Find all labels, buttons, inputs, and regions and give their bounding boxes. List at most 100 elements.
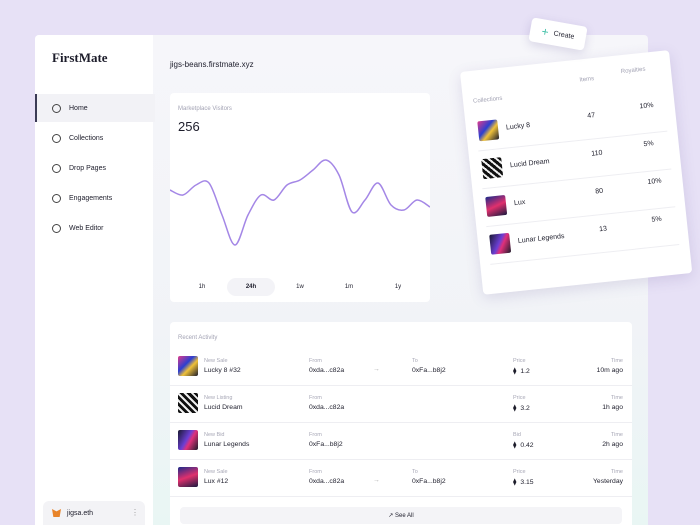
time-label: Time bbox=[610, 395, 623, 401]
user-name: jigsa.eth bbox=[67, 509, 94, 517]
price-value: 3.15 bbox=[520, 479, 534, 486]
activity-thumb bbox=[178, 356, 198, 376]
price-value: 3.2 bbox=[520, 405, 530, 412]
arrow-icon: → bbox=[373, 366, 380, 373]
from: 0xda...c82a bbox=[309, 404, 345, 411]
eth-icon: ⧫ bbox=[513, 405, 517, 412]
item-label: New Sale bbox=[204, 469, 228, 475]
time-label: Time bbox=[610, 469, 623, 475]
price-label: Price bbox=[513, 358, 526, 364]
nav-item[interactable]: Home bbox=[35, 94, 155, 122]
activity-row[interactable]: New Sale Lucky 8 #32 From 0xda...c82a → To 0xF… bbox=[170, 348, 632, 386]
nav-icon bbox=[52, 103, 61, 113]
time: 10m ago bbox=[596, 367, 623, 374]
nav-label: Web Editor bbox=[69, 224, 104, 232]
nav-icon bbox=[52, 193, 61, 203]
see-all-button[interactable]: ↗ See All bbox=[180, 507, 622, 524]
see-all-label: See All bbox=[395, 512, 414, 519]
time: Yesterday bbox=[593, 478, 623, 485]
time: 2h ago bbox=[602, 441, 623, 448]
collection-thumb bbox=[481, 157, 504, 180]
from: 0xda...c82a bbox=[309, 478, 345, 485]
collection-thumb bbox=[489, 232, 512, 255]
collections-card: Collections Items Royalties Lucky 8 47 10%… bbox=[460, 50, 693, 295]
from: 0xFa...b8j2 bbox=[309, 441, 343, 448]
range-tab[interactable]: 1m bbox=[344, 284, 354, 290]
nav-item[interactable]: Web Editor bbox=[35, 214, 153, 242]
price: ⧫ 3.2 bbox=[513, 404, 530, 412]
price: ⧫ 1.2 bbox=[513, 367, 530, 375]
user-account[interactable]: jigsa.eth ⋮ bbox=[43, 501, 145, 525]
collection-thumb bbox=[485, 194, 508, 217]
eth-icon: ⧫ bbox=[513, 479, 517, 486]
visitors-line bbox=[170, 159, 430, 246]
price-label: Bid bbox=[513, 432, 521, 438]
collection-royalties: 10% bbox=[647, 177, 662, 186]
from-label: From bbox=[309, 432, 322, 438]
collection-royalties: 5% bbox=[651, 215, 662, 224]
to: 0xFa...b8j2 bbox=[412, 367, 446, 374]
collection-items: 47 bbox=[586, 112, 596, 120]
range-tab[interactable]: 24h bbox=[227, 278, 275, 296]
item: Lunar Legends bbox=[204, 441, 250, 448]
from-label: From bbox=[309, 395, 322, 401]
collection-name: Lucid Dream bbox=[509, 158, 550, 170]
collection-items: 80 bbox=[594, 187, 604, 196]
item-label: New Sale bbox=[204, 358, 228, 364]
brand: FirstMate bbox=[52, 50, 108, 65]
site-url: jigs-beans.firstmate.xyz bbox=[170, 60, 254, 69]
visitors-card: Marketplace Visitors 256 1h 24h 1w 1m 1y bbox=[170, 93, 430, 302]
time: 1h ago bbox=[602, 404, 623, 411]
menu-dots[interactable]: ⋮ bbox=[131, 508, 139, 517]
collection-thumb bbox=[477, 119, 500, 142]
collection-royalties: 10% bbox=[639, 101, 654, 111]
price-value: 0.42 bbox=[520, 442, 534, 449]
eth-icon: ⧫ bbox=[513, 442, 517, 449]
visitors-chart bbox=[170, 159, 430, 246]
visitors-title: Marketplace Visitors bbox=[178, 106, 232, 112]
range-tab[interactable]: 1w bbox=[296, 284, 304, 290]
arrow-icon: → bbox=[373, 477, 380, 484]
activity-thumb bbox=[178, 467, 198, 487]
activity-row[interactable]: New Bid Lunar Legends From 0xFa...b8j2 Bid ⧫ 0… bbox=[170, 422, 632, 460]
col-header: Royalties bbox=[620, 66, 646, 76]
col-header: Items bbox=[579, 76, 595, 84]
item-label: New Listing bbox=[204, 395, 233, 401]
activity-thumb bbox=[178, 430, 198, 450]
col-header: Collections bbox=[472, 95, 503, 105]
time-label: Time bbox=[610, 358, 623, 364]
activity-row[interactable]: New Sale Lux #12 From 0xda...c82a → To 0xFa...… bbox=[170, 459, 632, 497]
collection-items: 13 bbox=[598, 225, 608, 234]
nav-label: Engagements bbox=[69, 194, 113, 202]
collection-name: Lunar Legends bbox=[517, 232, 565, 245]
collection-name: Lux bbox=[513, 198, 526, 208]
nav-label: Home bbox=[69, 104, 88, 112]
time-label: Time bbox=[610, 432, 623, 438]
to: 0xFa...b8j2 bbox=[412, 478, 446, 485]
from-label: From bbox=[309, 358, 322, 364]
nav-item[interactable]: Drop Pages bbox=[35, 154, 153, 182]
from: 0xda...c82a bbox=[309, 367, 345, 374]
range-tab[interactable]: 1h bbox=[198, 284, 206, 290]
wallet-icon bbox=[52, 509, 61, 517]
to-label: To bbox=[412, 469, 418, 475]
price: ⧫ 0.42 bbox=[513, 441, 534, 449]
visitors-total: 256 bbox=[178, 119, 200, 134]
plus-icon: + bbox=[540, 24, 550, 40]
item: Lucid Dream bbox=[204, 404, 243, 411]
activity-row[interactable]: New Listing Lucid Dream From 0xda...c82a Pri… bbox=[170, 385, 632, 423]
nav-item[interactable]: Collections bbox=[35, 124, 153, 152]
range-tab[interactable]: 1y bbox=[394, 284, 402, 290]
from-label: From bbox=[309, 469, 322, 475]
price-label: Price bbox=[513, 395, 526, 401]
activity-thumb bbox=[178, 393, 198, 413]
create-label: Create bbox=[552, 29, 575, 41]
nav-icon bbox=[52, 223, 61, 233]
nav-icon bbox=[52, 163, 61, 173]
item: Lucky 8 #32 bbox=[204, 367, 241, 374]
nav-label: Collections bbox=[69, 134, 104, 142]
nav-item[interactable]: Engagements bbox=[35, 184, 153, 212]
sidebar: FirstMate jigsa.eth ⋮ Home Collections Drop… bbox=[35, 35, 155, 525]
collection-royalties: 5% bbox=[643, 140, 655, 149]
